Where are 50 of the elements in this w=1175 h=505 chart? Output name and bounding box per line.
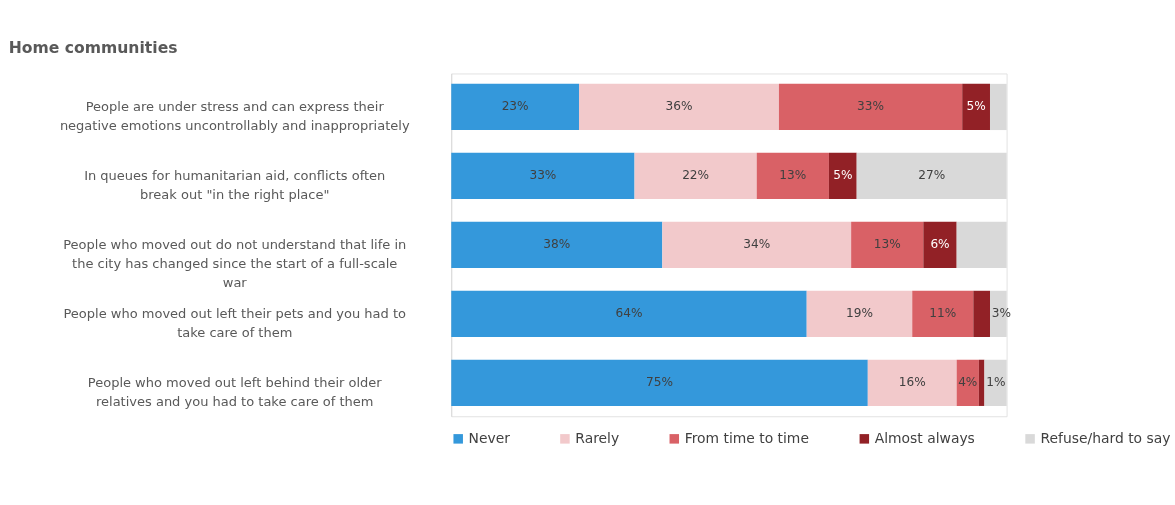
y-tick-label: In queues for humanitarian aid, conflicts often break out "in the right place" [84,168,386,203]
bar [973,290,990,337]
bar [828,152,857,200]
data-label: 11% [929,306,957,321]
legend-label: Rarely [575,430,620,447]
bar [579,83,779,131]
bar [851,221,924,269]
bar [923,221,957,269]
text: Home communities [8,38,178,57]
bar [867,359,957,406]
data-label: 22% [682,168,710,183]
bar [756,152,829,200]
data-label: 64% [615,306,643,321]
bar [912,290,974,337]
bar [634,152,757,200]
data-label: 33% [529,168,557,183]
y-tick-label: People who moved out left their pets and you had to take care of them [63,306,407,341]
data-label: 6% [930,237,950,252]
data-label: 27% [918,168,946,183]
data-label: 1% [986,375,1006,390]
y-tick-label: People who moved out left behind their older relatives and you had to take care of them [87,375,383,410]
data-label: 5% [833,168,853,183]
bar [806,290,913,337]
y-tick-label: People are under stress and can express their negative emotions uncontrollably and inappropriately [59,99,410,134]
legend-label: Almost always [874,430,975,447]
bar [778,83,963,131]
legend-label: Refuse/hard to say [1040,430,1171,447]
data-label: 4% [958,375,978,390]
data-label: 19% [845,306,873,321]
data-label: 23% [501,99,529,114]
bar [451,221,663,269]
bar [451,83,579,131]
data-label: 13% [779,168,807,183]
data-label: 16% [898,375,926,390]
data-label: 38% [543,237,571,252]
legend-label: Never [468,430,511,447]
data-label: 13% [873,237,901,252]
data-label: 75% [646,375,673,390]
data-label: 36% [665,99,693,114]
data-label: 3% [991,306,1011,321]
legend-label: From time to time [684,430,809,447]
y-tick-label: People who moved out do not understand that life in the city has changed since the start of a full-scale war [63,237,407,291]
bar [662,221,852,269]
bar [451,359,868,406]
bar [451,152,635,200]
data-label: 33% [857,99,885,114]
bar [451,290,807,337]
data-label: 5% [966,99,986,114]
data-label: 34% [743,237,771,252]
bar [962,83,990,131]
